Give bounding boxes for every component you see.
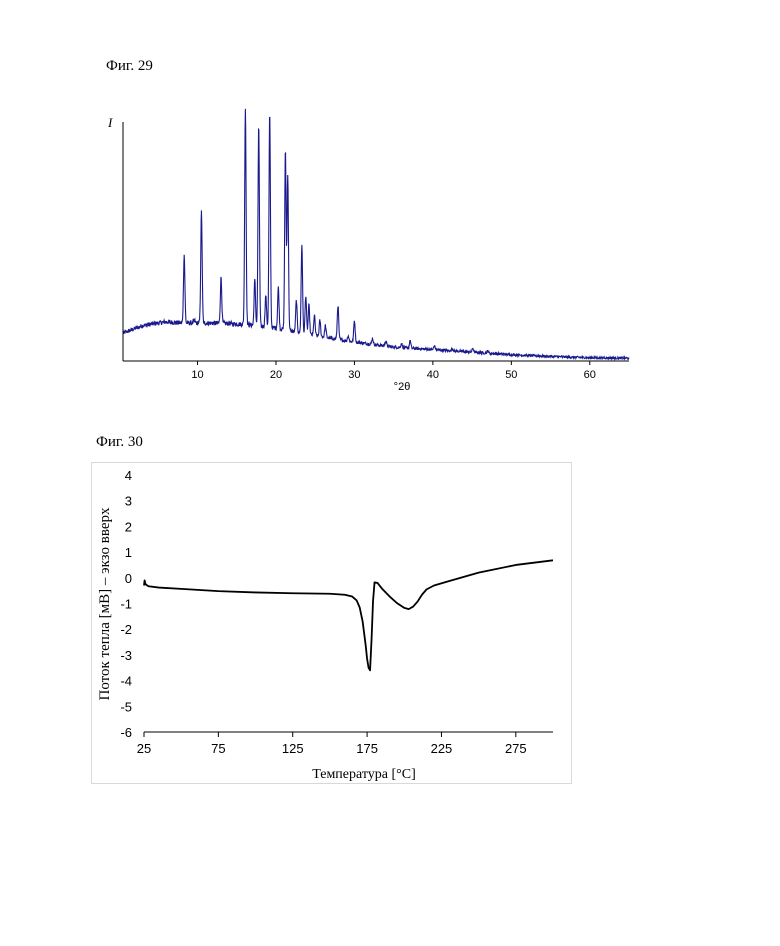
dsc-y-tick-label: 2 [125, 519, 132, 534]
dsc-x-axis-label: Температура [°C] [312, 767, 416, 782]
xrd-x-tick-label: 10 [191, 369, 203, 381]
xrd-x-tick-label: 50 [505, 369, 517, 381]
dsc-x-tick-label: 25 [137, 741, 151, 756]
fig30-title: Фиг. 30 [96, 434, 143, 450]
xrd-x-tick-label: 20 [270, 369, 282, 381]
dsc-x-tick-label: 175 [356, 741, 378, 756]
xrd-x-tick-label: 30 [348, 369, 360, 381]
dsc-y-axis-label: Поток тепла [мВ] – экзо вверх [97, 507, 113, 701]
dsc-x-tick-label: 275 [505, 741, 527, 756]
dsc-y-tick-label: -1 [120, 597, 132, 612]
dsc-y-tick-label: 1 [125, 545, 132, 560]
fig29-title: Фиг. 29 [106, 58, 153, 74]
dsc-y-tick-label: -6 [120, 725, 132, 740]
dsc-y-tick-label: -2 [120, 622, 132, 637]
dsc-y-tick-label: 3 [125, 494, 132, 509]
dsc-y-tick-label: -5 [120, 699, 132, 714]
xrd-y-axis-label: I [107, 115, 113, 130]
xrd-x-axis-label: °2θ [394, 381, 411, 393]
dsc-chart-frame [91, 462, 572, 784]
dsc-x-tick-label: 225 [431, 741, 453, 756]
dsc-x-tick-label: 75 [211, 741, 225, 756]
dsc-y-tick-label: 0 [125, 571, 132, 586]
xrd-pattern-line [122, 108, 630, 362]
dsc-x-tick-label: 125 [282, 741, 304, 756]
dsc-y-tick-label: -3 [120, 648, 132, 663]
dsc-curve [143, 559, 554, 672]
dsc-y-tick-label: -4 [120, 674, 132, 689]
xrd-x-tick-label: 40 [427, 369, 439, 381]
xrd-x-tick-label: 60 [584, 369, 596, 381]
dsc-y-tick-label: 4 [125, 468, 132, 483]
